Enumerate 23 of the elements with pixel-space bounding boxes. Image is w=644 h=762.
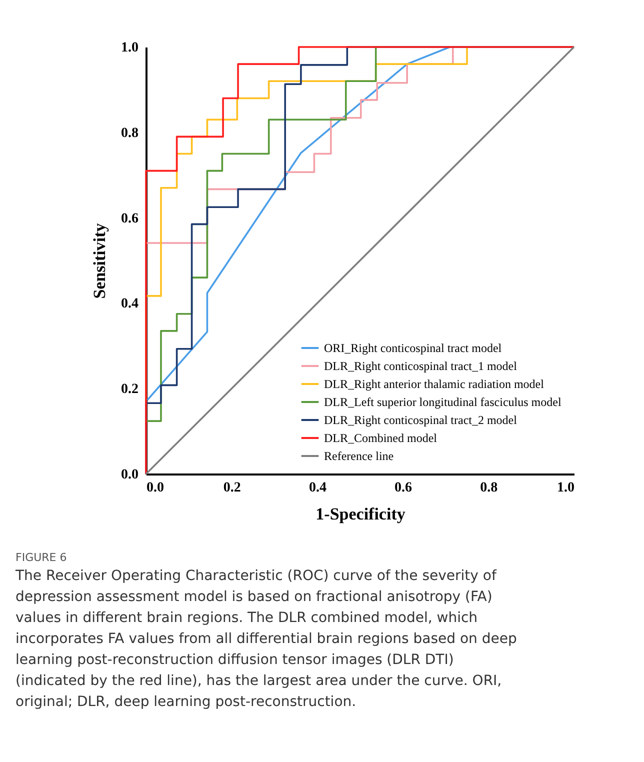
legend-label: DLR_Left superior longitudinal fasciculus model [324,395,562,409]
legend-label: Reference line [324,449,394,463]
y-tick-label: 0.6 [121,211,138,226]
x-tick-label: 0.2 [223,480,241,496]
y-tick-label: 0.2 [121,382,138,398]
text: The Receiver Operating Characteristic (ROC) curve of the severity of depression assessment model is based on fractional anisotropy (FA) values in different brain regions. The DLR combined model, which incorporates FA values from all differential brain regions based on deep learning post-reconstruction diffusion tensor images (DLR DTI) (indicated by the red line), has the largest area under the curve. ORI, original; DLR, deep learning post-reconstruction. [14,568,517,710]
legend-label: DLR_Combined model [324,431,438,445]
y-tick-label: 0.0 [121,468,138,482]
legend-label: DLR_Right conticospinal tract_2 model [324,413,518,427]
x-tick-label: 1.0 [557,480,574,496]
y-tick-label: 0.4 [121,296,138,312]
legend-label: DLR_Right anterior thalamic radiation model [324,377,545,391]
caption: FIGURE 6 [16,551,67,564]
y-tick-label: 1.0 [121,40,138,56]
legend-label: ORI_Right conticospinal tract model [324,341,502,355]
y-axis-title: Sensitivity [90,222,109,299]
y-tick-label: 0.8 [121,126,138,141]
legend-label: DLR_Right conticospinal tract_1 model [324,359,518,373]
x-axis-title: 1-Specificity [316,504,406,524]
x-tick-label: 0.8 [480,480,498,496]
x-tick-label: 0.6 [394,480,412,496]
x-tick-label: 0.4 [308,480,326,496]
x-tick-label: 0.0 [146,480,164,496]
